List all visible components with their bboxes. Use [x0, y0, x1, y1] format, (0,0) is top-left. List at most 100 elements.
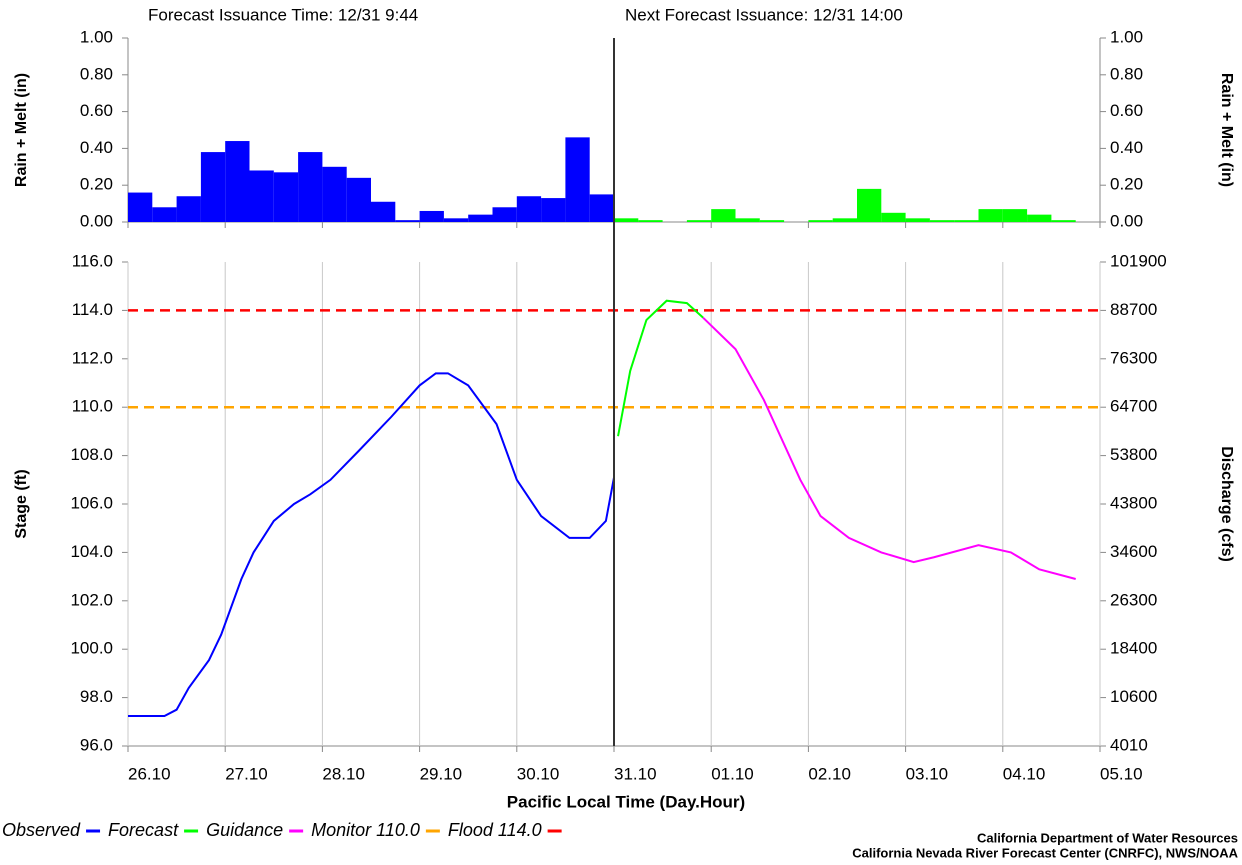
y2-tick-label: 88700	[1110, 300, 1157, 319]
bar	[614, 218, 639, 222]
bar	[225, 141, 250, 222]
bar	[759, 220, 785, 222]
bar	[929, 220, 955, 222]
y-tick-label: 0.80	[80, 64, 113, 83]
bar	[1002, 209, 1028, 222]
bar	[881, 212, 906, 222]
bar	[492, 207, 517, 222]
y2-tick-label: 0.40	[1110, 138, 1143, 157]
legend-label: Forecast	[108, 820, 179, 840]
x-tick-label: 29.10	[420, 764, 463, 783]
y-tick-label: 110.0	[72, 397, 113, 416]
x-tick-label: 05.10	[1100, 764, 1143, 783]
y-tick-label: 116.0	[72, 251, 113, 270]
x-tick-label: 02.10	[808, 764, 851, 783]
bar	[273, 172, 299, 222]
line-series	[617, 299, 704, 437]
y-tick-label: 102.0	[70, 590, 113, 609]
y-axis-title: Rain + Melt (in)	[13, 73, 30, 187]
bar	[589, 194, 614, 222]
bar	[1027, 214, 1052, 222]
y2-tick-label: 1.00	[1110, 27, 1143, 46]
x-tick-label: 28.10	[322, 764, 365, 783]
y-tick-label: 1.00	[80, 27, 113, 46]
bar	[541, 198, 566, 222]
bar	[322, 166, 347, 222]
y2-tick-label: 10600	[1110, 687, 1157, 706]
legend-label: Guidance	[206, 820, 283, 840]
credit: California Department of Water Resources	[977, 830, 1238, 845]
y2-tick-label: 34600	[1110, 542, 1157, 561]
x-tick-label: 04.10	[1003, 764, 1046, 783]
y-tick-label: 100.0	[70, 639, 113, 658]
y2-tick-label: 43800	[1110, 493, 1157, 512]
x-tick-label: 26.10	[128, 764, 171, 783]
y2-tick-label: 76300	[1110, 348, 1157, 367]
y2-tick-label: 53800	[1110, 445, 1157, 464]
bar	[978, 209, 1003, 222]
bar	[638, 220, 663, 222]
bar	[565, 137, 590, 222]
bar	[686, 220, 712, 222]
y2-tick-label: 26300	[1110, 590, 1157, 609]
y-tick-label: 0.40	[80, 138, 113, 157]
bar	[371, 201, 396, 222]
bar	[443, 218, 469, 222]
y2-axis-title: Rain + Melt (in)	[1218, 73, 1235, 187]
y2-tick-label: 18400	[1110, 639, 1157, 658]
y-tick-label: 96.0	[80, 735, 113, 754]
bar	[176, 196, 201, 222]
bar	[954, 220, 979, 222]
x-tick-label: 03.10	[906, 764, 949, 783]
y-tick-label: 114.0	[72, 300, 113, 319]
y-tick-label: 108.0	[70, 445, 113, 464]
bar	[128, 192, 153, 222]
credit: California Nevada River Forecast Center …	[852, 845, 1238, 860]
bar	[711, 209, 736, 222]
legend-label: Observed	[2, 820, 81, 840]
issuance-time: Forecast Issuance Time: 12/31 9:44	[148, 5, 418, 24]
bar	[857, 188, 882, 222]
line-series	[128, 372, 615, 717]
y2-axis-title: Discharge (cfs)	[1218, 446, 1235, 562]
y-tick-label: 112.0	[72, 348, 113, 367]
bar	[200, 152, 226, 222]
next-issuance: Next Forecast Issuance: 12/31 14:00	[625, 5, 903, 24]
y-tick-label: 106.0	[70, 493, 113, 512]
y-axis-title: Stage (ft)	[13, 469, 30, 538]
y2-tick-label: 4010	[1110, 735, 1148, 754]
y2-tick-label: 0.80	[1110, 64, 1143, 83]
bar	[346, 177, 371, 222]
x-tick-label: 01.10	[711, 764, 754, 783]
y2-tick-label: 101900	[1110, 251, 1167, 270]
bar	[298, 152, 323, 222]
bar	[152, 207, 177, 222]
bar	[468, 214, 493, 222]
bar	[832, 218, 857, 222]
y2-tick-label: 0.60	[1110, 101, 1143, 120]
bar	[808, 220, 833, 222]
legend-label: Monitor 110.0	[311, 820, 420, 840]
y-tick-label: 104.0	[70, 542, 113, 561]
bar	[395, 220, 420, 222]
bar	[516, 196, 542, 222]
y2-tick-label: 0.20	[1110, 175, 1143, 194]
y2-tick-label: 0.00	[1110, 211, 1143, 230]
bar	[1051, 220, 1076, 222]
y-tick-label: 0.00	[80, 211, 113, 230]
y-tick-label: 98.0	[80, 687, 113, 706]
x-tick-label: 30.10	[517, 764, 560, 783]
bar	[419, 210, 444, 222]
legend-label: Flood 114.0	[448, 820, 542, 840]
x-tick-label: 31.10	[614, 764, 657, 783]
y-tick-label: 0.60	[80, 101, 113, 120]
x-axis-title: Pacific Local Time (Day.Hour)	[507, 792, 745, 811]
bar	[905, 218, 930, 222]
line-series	[702, 316, 1076, 580]
y-tick-label: 0.20	[80, 175, 113, 194]
bar	[735, 218, 760, 222]
bar	[249, 170, 274, 222]
x-tick-label: 27.10	[225, 764, 268, 783]
